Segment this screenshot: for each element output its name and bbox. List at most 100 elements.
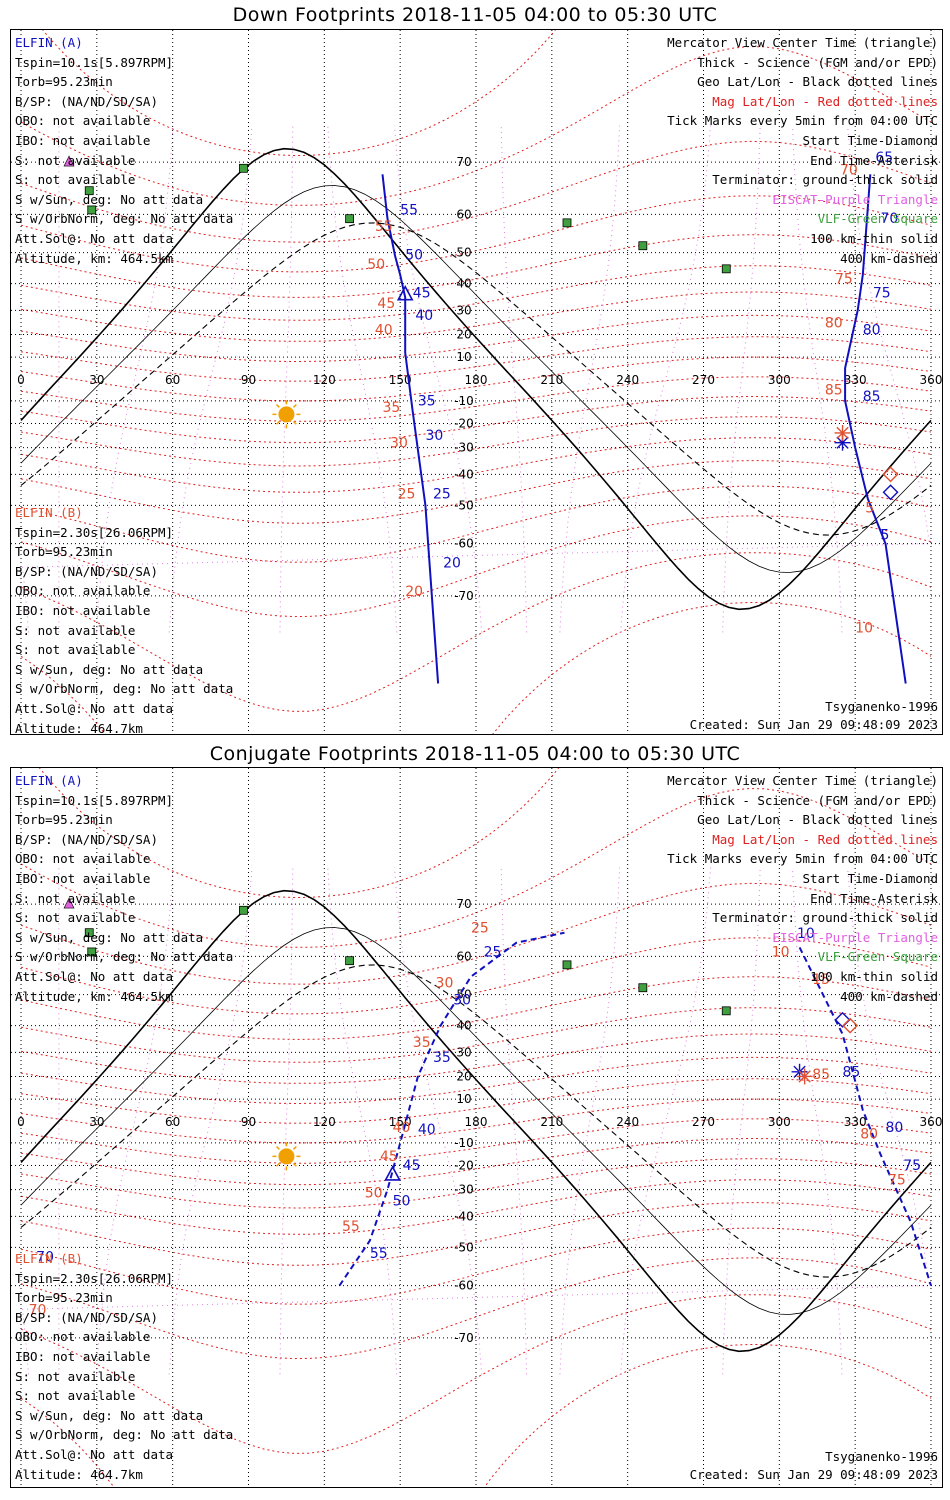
terminator-400km bbox=[20, 964, 932, 1278]
elfin-b-tick-label: 20 bbox=[405, 584, 423, 600]
elfin-a-tick-label: 30 bbox=[425, 428, 443, 444]
sun-ray bbox=[292, 1162, 297, 1167]
legend-entry: Tick Marks every 5min from 04:00 UTC bbox=[667, 113, 938, 129]
legend-entry: EISCAT-Purple Triangle bbox=[772, 929, 938, 945]
info-line: S: not available bbox=[15, 642, 136, 658]
elfin-a-header: ELFIN (A) bbox=[15, 35, 83, 50]
elfin-b-tick-label: 70 bbox=[840, 162, 858, 178]
longitude-tick-label: 270 bbox=[692, 1115, 715, 1129]
elfin-a-tick-label: 75 bbox=[903, 1158, 921, 1174]
info-line: Att.Sol@: No att data bbox=[15, 1446, 174, 1462]
info-line: Tspin=10.1s[5.897RPM] bbox=[15, 792, 174, 808]
vlf-site-marker bbox=[87, 205, 97, 215]
info-line: Att.Sol@: No att data bbox=[15, 230, 174, 246]
longitude-tick-label: 180 bbox=[465, 1115, 488, 1129]
info-line: B/SP: (NA/ND/SD/SA) bbox=[15, 1309, 158, 1325]
elfin-b-tick-label: 70 bbox=[29, 1303, 47, 1319]
longitude-tick-label: 300 bbox=[768, 373, 791, 387]
vlf-site-marker bbox=[721, 1006, 731, 1016]
latitude-tick-label: -30 bbox=[454, 1183, 474, 1197]
elfin-b-tick-label: 75 bbox=[888, 1173, 906, 1189]
latitude-tick-label: -70 bbox=[454, 589, 474, 603]
center-time-triangle bbox=[396, 285, 414, 301]
elfin-b-tick-label: 15 bbox=[812, 972, 830, 988]
latitude-tick-label: -70 bbox=[454, 1331, 474, 1345]
elfin-a-track bbox=[338, 931, 565, 1287]
mag-longitude-line bbox=[559, 867, 621, 1375]
longitude-tick-label: 210 bbox=[540, 1115, 563, 1129]
vlf-site-marker bbox=[562, 960, 572, 970]
latitude-tick-label: 30 bbox=[456, 1045, 471, 1059]
elfin-a-tick-label: 50 bbox=[405, 247, 423, 263]
legend-entry: Mag Lat/Lon - Red dotted lines bbox=[712, 831, 938, 847]
info-line: S: not available bbox=[15, 1388, 136, 1404]
mag-longitude-line bbox=[500, 125, 528, 633]
latitude-tick-label: -20 bbox=[454, 417, 474, 431]
info-line: OBO: not available bbox=[15, 583, 151, 599]
longitude-tick-label: 90 bbox=[241, 373, 256, 387]
elfin-a-tick-label: 80 bbox=[863, 322, 881, 338]
info-line: S: not available bbox=[15, 1368, 136, 1384]
latitude-tick-label: 30 bbox=[456, 303, 471, 317]
mag-latitude-line bbox=[20, 291, 932, 342]
legend-entry: 400 km-dashed bbox=[840, 250, 938, 266]
latitude-tick-label: -20 bbox=[454, 1159, 474, 1173]
elfin-b-tick-label: 35 bbox=[413, 1035, 431, 1051]
elfin-b-tick-label: 80 bbox=[860, 1127, 878, 1143]
elfin-a-tick-label: 55 bbox=[400, 202, 418, 218]
longitude-tick-label: 0 bbox=[17, 373, 25, 387]
longitude-tick-label: 240 bbox=[616, 373, 639, 387]
elfin-b-tick-label: 25 bbox=[471, 921, 489, 937]
vlf-site-marker bbox=[345, 214, 355, 224]
legend-entry: Start Time-Diamond bbox=[802, 132, 938, 148]
legend: Mercator View Center Time (triangle) Thic… bbox=[667, 771, 938, 1006]
elfin-a-track bbox=[844, 174, 907, 684]
mag-latitude-line bbox=[20, 485, 932, 563]
panel-title-down: Down Footprints 2018-11-05 04:00 to 05:3… bbox=[232, 4, 718, 26]
panel-title-conjugate: Conjugate Footprints 2018-11-05 04:00 to… bbox=[209, 743, 741, 765]
latitude-tick-label: -30 bbox=[454, 441, 474, 455]
start-time-diamond bbox=[882, 466, 899, 483]
mag-latitude-line bbox=[42, 30, 556, 157]
elfin-b-tick-label: 45 bbox=[380, 1149, 398, 1165]
elfin-a-tick-label: 25 bbox=[433, 487, 451, 503]
info-line: Att.Sol@: No att data bbox=[15, 968, 174, 984]
latitude-tick-label: -60 bbox=[454, 1279, 474, 1293]
start-time-diamond bbox=[842, 1017, 859, 1034]
elfin-b-tick-label: 25 bbox=[398, 487, 416, 503]
info-line: Torb=95.23min bbox=[15, 1290, 113, 1306]
info-line: S: not available bbox=[15, 890, 136, 906]
longitude-tick-label: 30 bbox=[89, 373, 104, 387]
conjugate-footprints-panel: 0 30 60 90 120 150 180 210 240 270 300 330 360 70 60 50… bbox=[10, 767, 943, 1488]
info-line: S w/OrbNorm, deg: No att data bbox=[15, 1427, 234, 1443]
elfin-b-tick-label: 10 bbox=[772, 944, 790, 960]
vlf-site-marker bbox=[562, 218, 572, 228]
elfin-a-tick-label: 80 bbox=[886, 1120, 904, 1136]
elfin-b-info: ELFIN (B) Tspin=2.30s[26.06RPM] Torb=95.2… bbox=[15, 1249, 233, 1484]
eiscat-marker bbox=[63, 155, 75, 167]
latitude-tick-label: -40 bbox=[454, 1209, 474, 1223]
created-label: Created: Sun Jan 29 09:48:09 2023 bbox=[689, 1467, 938, 1482]
info-line: S: not available bbox=[15, 910, 136, 926]
elfin-b-tick-label: 50 bbox=[367, 257, 385, 273]
legend-entry: Geo Lat/Lon - Black dotted lines bbox=[697, 812, 938, 828]
sun-ray bbox=[275, 403, 280, 408]
terminator-100km bbox=[20, 185, 932, 573]
mag-latitude-line bbox=[20, 1179, 932, 1235]
vlf-site-marker bbox=[239, 905, 248, 915]
info-line: S w/OrbNorm, deg: No att data bbox=[15, 681, 234, 697]
terminator-ground bbox=[20, 889, 932, 1353]
mag-latitude-line bbox=[20, 437, 932, 493]
mag-longitude-line bbox=[96, 125, 174, 633]
info-line: S: not available bbox=[15, 172, 136, 188]
legend-entry: Mercator View Center Time (triangle) bbox=[667, 773, 938, 788]
elfin-a-tick-label: 70 bbox=[880, 211, 898, 227]
elfin-b-tick-label: 85 bbox=[825, 382, 843, 398]
legend-entry: Thick - Science (FGM and/or EPD) bbox=[697, 792, 938, 808]
longitude-tick-label: 360 bbox=[920, 1115, 942, 1129]
legend-entry: Mag Lat/Lon - Red dotted lines bbox=[712, 93, 938, 109]
elfin-b-header: ELFIN (B) bbox=[15, 505, 83, 520]
elfin-b-tick-label: 55 bbox=[342, 1219, 360, 1235]
end-time-asterisk bbox=[836, 426, 849, 440]
longitude-tick-label: 210 bbox=[540, 373, 563, 387]
